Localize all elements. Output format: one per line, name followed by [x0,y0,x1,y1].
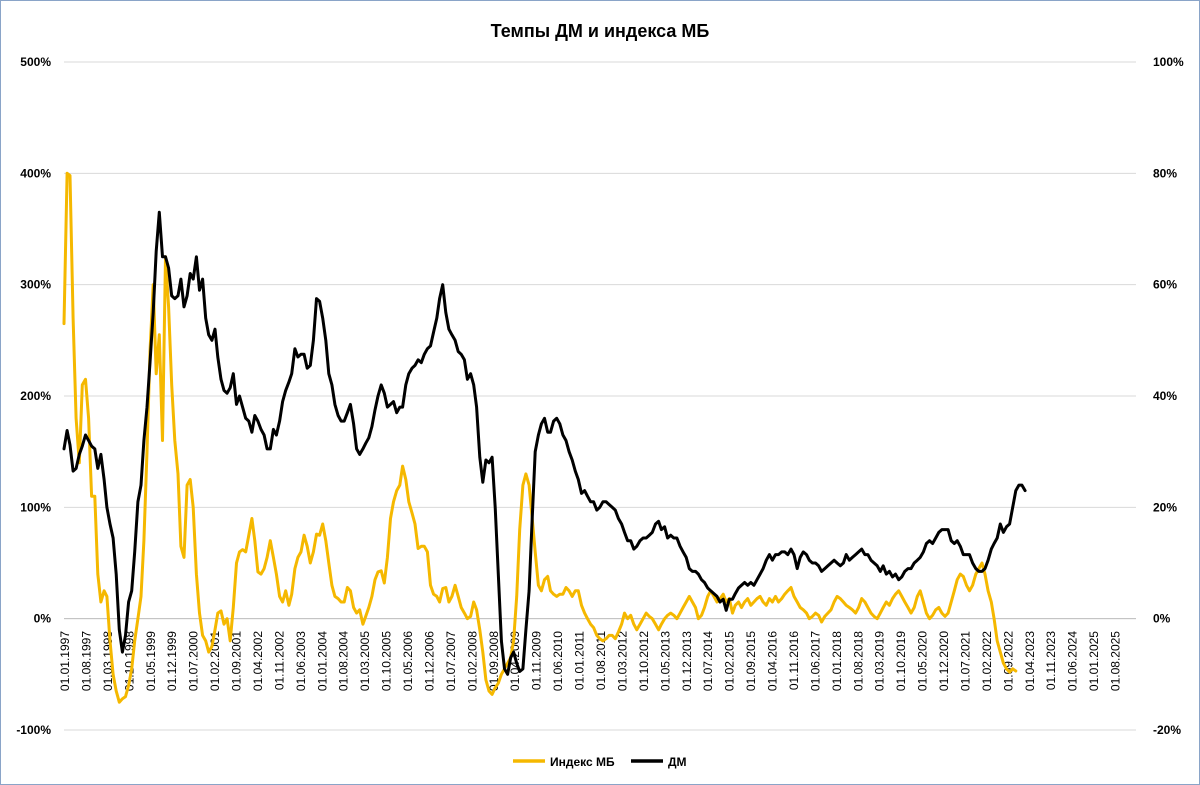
x-tick-label: 01.07.2014 [701,631,715,691]
x-tick-label: 01.09.2008 [487,631,501,691]
x-tick-label: 01.08.2018 [851,631,865,691]
y-left-tick-label: 0% [34,612,52,626]
x-tick-label: 01.02.2008 [465,631,479,691]
y-axis-right: -20% 0% 20% 40% 60% 80% 100% [1153,55,1184,737]
x-tick-label: 01.08.2004 [337,631,351,691]
x-tick-label: 01.03.2019 [873,631,887,691]
y-right-tick-label: 40% [1153,389,1177,403]
gridlines [64,61,1136,731]
x-tick-label: 01.07.2021 [958,631,972,691]
x-tick-label: 01.04.2023 [1023,631,1037,691]
x-tick-label: 01.01.2011 [573,631,587,690]
x-tick-label: 01.05.2013 [658,631,672,691]
series-line-index-mb [62,171,1018,704]
x-tick-label: 01.11.2009 [530,631,544,690]
x-tick-label: 01.12.1999 [165,631,179,691]
x-tick-label: 01.06.2010 [551,631,565,691]
x-tick-label: 01.10.2012 [637,631,651,691]
x-tick-label: 01.11.2016 [787,631,801,690]
x-tick-label: 01.08.1997 [79,631,93,691]
x-tick-label: 01.12.2006 [422,631,436,691]
x-tick-label: 01.05.1999 [144,631,158,691]
y-right-tick-label: 20% [1153,500,1177,514]
y-right-tick-label: 100% [1153,55,1184,69]
x-tick-label: 01.09.2022 [1001,631,1015,691]
y-left-tick-label: 400% [20,166,51,180]
x-tick-label: 01.02.2001 [208,631,222,691]
x-tick-label: 01.06.2003 [294,631,308,691]
y-left-tick-label: -100% [16,723,51,737]
y-left-tick-label: 300% [20,278,51,292]
x-tick-label: 01.01.2018 [830,631,844,691]
series-line-dm [62,210,1027,676]
chart-title: Темпы ДМ и индекса МБ [491,21,710,41]
x-tick-label: 01.03.2012 [615,631,629,691]
x-tick-label: 01.10.2005 [380,631,394,691]
x-tick-label: 01.08.2025 [1109,631,1123,691]
y-left-tick-label: 500% [20,55,51,69]
x-tick-label: 01.06.2024 [1066,631,1080,691]
x-tick-label: 01.05.2006 [401,631,415,691]
x-tick-label: 01.09.2001 [230,631,244,691]
x-tick-label: 01.01.2004 [315,631,329,691]
x-tick-label: 01.10.2019 [894,631,908,691]
x-tick-label: 01.04.2016 [766,631,780,691]
series-lines [62,171,1027,704]
x-tick-label: 01.07.2007 [444,631,458,691]
x-tick-label: 01.11.2002 [272,631,286,690]
x-tick-label: 01.07.2000 [187,631,201,691]
x-tick-label: 01.06.2017 [808,631,822,691]
y-right-tick-label: 0% [1153,612,1171,626]
x-tick-label: 01.05.2020 [916,631,930,691]
x-tick-label: 01.08.2011 [594,631,608,690]
y-left-tick-label: 200% [20,389,51,403]
x-tick-label: 01.12.2013 [680,631,694,691]
y-right-tick-label: -20% [1153,723,1181,737]
x-tick-label: 01.02.2015 [723,631,737,691]
y-right-tick-label: 80% [1153,166,1177,180]
x-tick-label: 01.09.2015 [744,631,758,691]
y-axis-left: -100% 0% 100% 200% 300% 400% 500% [16,55,51,737]
legend: Индекс МБ ДМ [513,755,687,769]
x-tick-label: 01.12.2020 [937,631,951,691]
x-tick-label: 01.04.2002 [251,631,265,691]
x-tick-label: 01.01.1997 [58,631,72,691]
x-tick-label: 01.01.2025 [1087,631,1101,691]
x-axis: 01.01.1997 01.08.1997 01.03.1998 01.10.1998… [58,631,1123,691]
x-tick-label: 01.11.2023 [1044,631,1058,690]
y-right-tick-label: 60% [1153,278,1177,292]
legend-label-index-mb: Индекс МБ [550,755,615,769]
y-left-tick-label: 100% [20,500,51,514]
x-tick-label: 01.03.2005 [358,631,372,691]
x-tick-label: 01.02.2022 [980,631,994,691]
legend-label-dm: ДМ [668,755,687,769]
